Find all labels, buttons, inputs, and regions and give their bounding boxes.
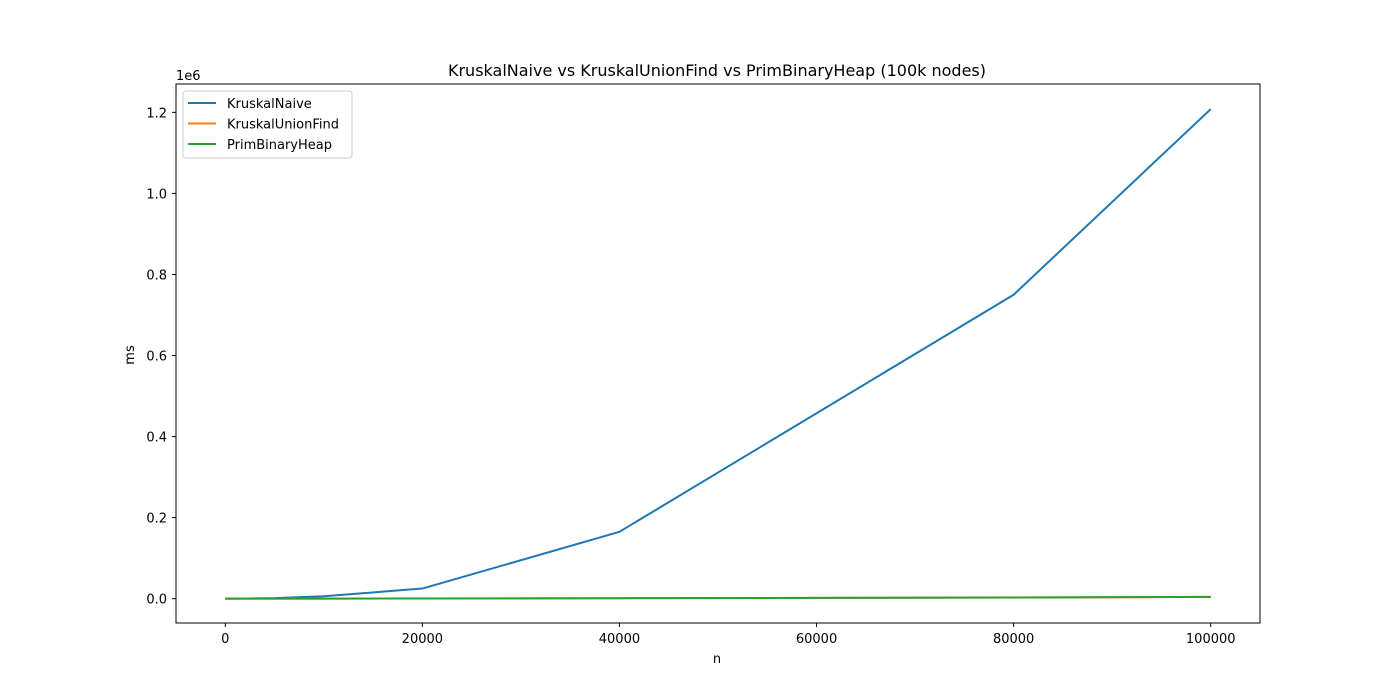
legend-box (182, 90, 353, 159)
x-tick-label: 60000 (796, 632, 837, 647)
plot-area (225, 108, 1212, 600)
x-tick-label: 20000 (402, 632, 443, 647)
legend: KruskalNaive KruskalUnionFind PrimBinaryHe… (182, 90, 353, 159)
series-line-kruskalnaive (225, 108, 1212, 600)
x-tick-label: 40000 (599, 632, 640, 647)
y-tick-label: 0.0 (146, 593, 167, 608)
y-tick-label: 0.2 (146, 512, 167, 527)
y-tick-label: 1.0 (146, 187, 167, 202)
y-tick-label: 0.4 (146, 431, 167, 446)
chart-title: KruskalNaive vs KruskalUnionFind vs Prim… (448, 61, 986, 80)
y-tick-label: 0.8 (146, 268, 167, 283)
x-tick-label: 0 (221, 632, 229, 647)
legend-label-primbinaryheap: PrimBinaryHeap (227, 138, 332, 153)
x-tick-label: 100000 (1186, 632, 1236, 647)
x-tick-label: 80000 (993, 632, 1034, 647)
y-tick-label: 0.6 (146, 350, 167, 365)
y-axis: 0.0 0.2 0.4 0.6 0.8 1.0 1.2 (146, 106, 176, 608)
axes-frame (175, 83, 1261, 624)
y-offset-label: 1e6 (176, 69, 201, 84)
legend-label-kruskalunionfind: KruskalUnionFind (227, 118, 339, 133)
x-axis: 0 20000 40000 60000 80000 100000 (221, 623, 1236, 647)
x-axis-label: n (713, 652, 721, 667)
series-line-primbinaryheap (225, 595, 1211, 600)
y-axis-label: ms (123, 345, 138, 365)
legend-label-kruskalnaive: KruskalNaive (227, 97, 312, 112)
y-tick-label: 1.2 (146, 106, 167, 121)
